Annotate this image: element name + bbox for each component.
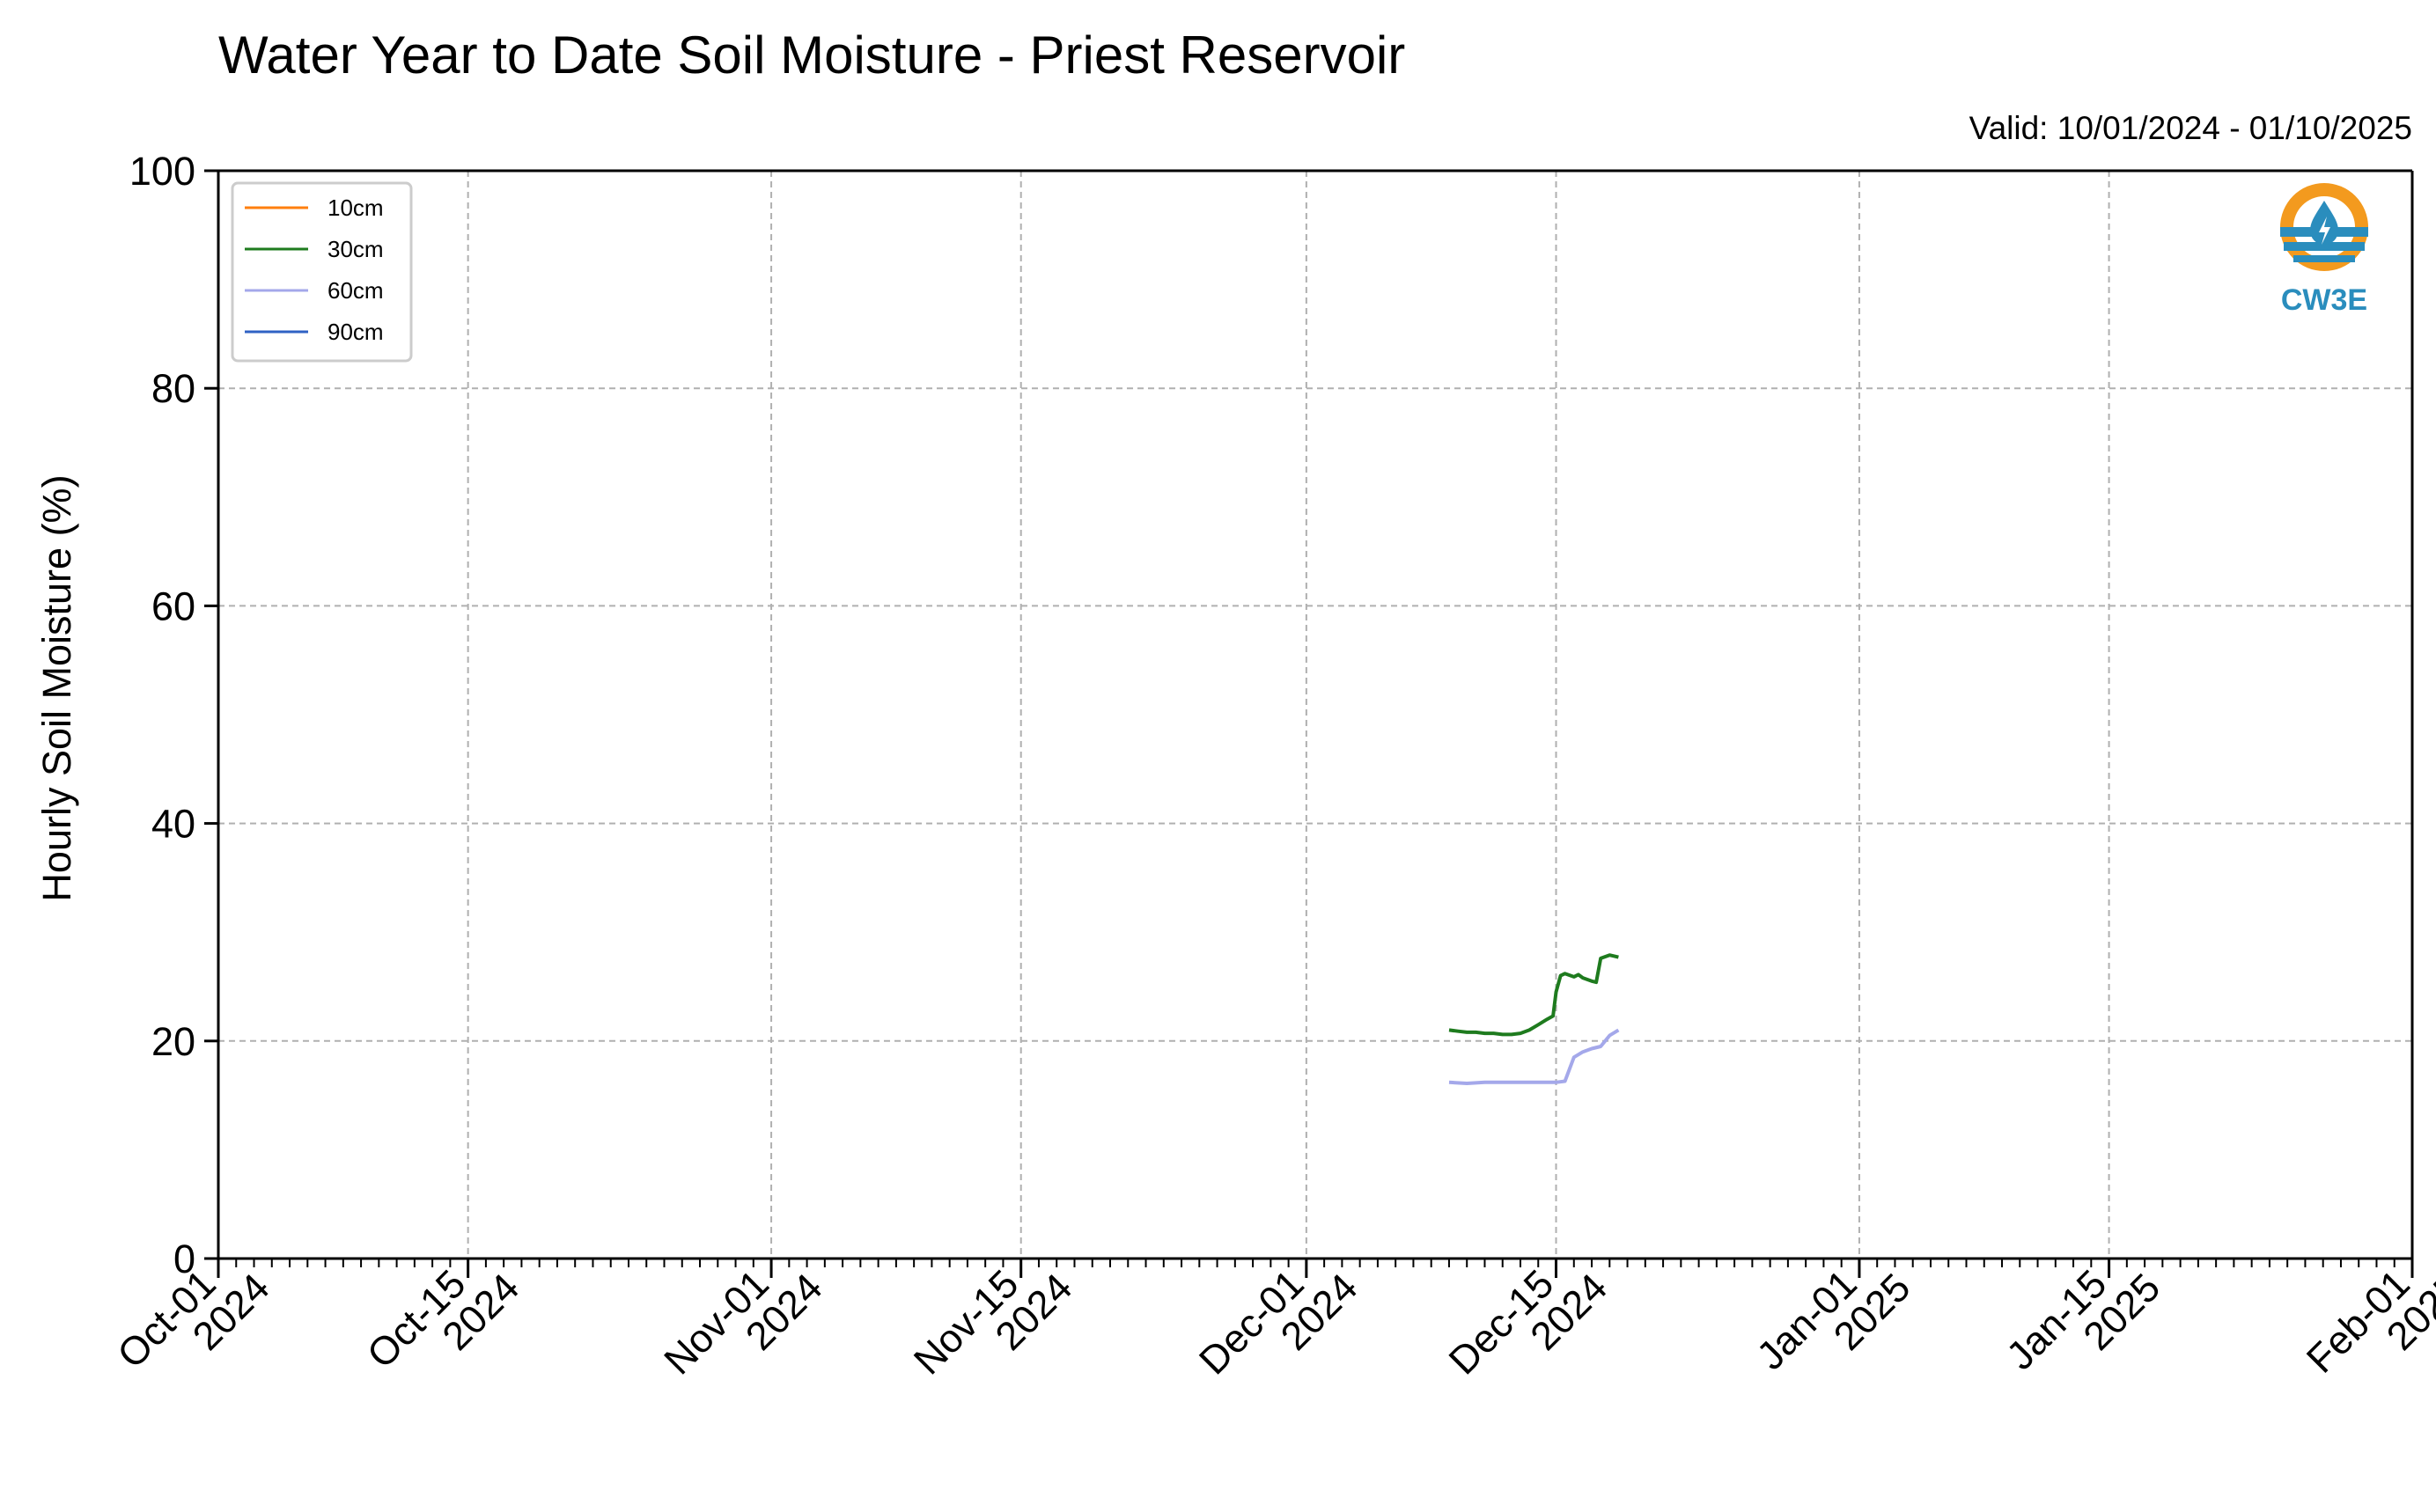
series-line-60cm [1448,1028,1620,1085]
axes [217,169,2414,1260]
y-tick-label: 0 [173,1237,195,1281]
series-line-30cm [1448,953,1619,1037]
logo-wave-band-3 [2293,255,2355,262]
legend-label-30cm: 30cm [327,236,384,262]
y-tick-label: 100 [129,149,195,194]
cw3e-logo: CW3E [2280,183,2368,317]
logo-wave-band-2 [2284,242,2365,251]
series-lines [1448,953,1620,1085]
legend: 10cm 30cm 60cm 90cm [231,181,413,363]
valid-date-range: Valid: 10/01/2024 - 01/10/2025 [1969,110,2412,146]
y-ticks: 0 20 40 60 80 100 [129,149,218,1281]
legend-label-10cm: 10cm [327,195,384,221]
legend-label-60cm: 60cm [327,277,384,304]
logo-text: CW3E [2281,283,2367,317]
legend-label-90cm: 90cm [327,319,384,345]
y-tick-label: 20 [151,1019,195,1064]
legend-frame [231,181,413,363]
lightning-icon [2319,217,2330,245]
y-axis-label: Hourly Soil Moisture (%) [34,474,79,901]
chart-title: Water Year to Date Soil Moisture - Pries… [218,26,1405,84]
y-tick-label: 80 [151,366,195,411]
y-tick-label: 60 [151,584,195,628]
grid [217,170,2413,1259]
y-tick-label: 40 [151,802,195,847]
